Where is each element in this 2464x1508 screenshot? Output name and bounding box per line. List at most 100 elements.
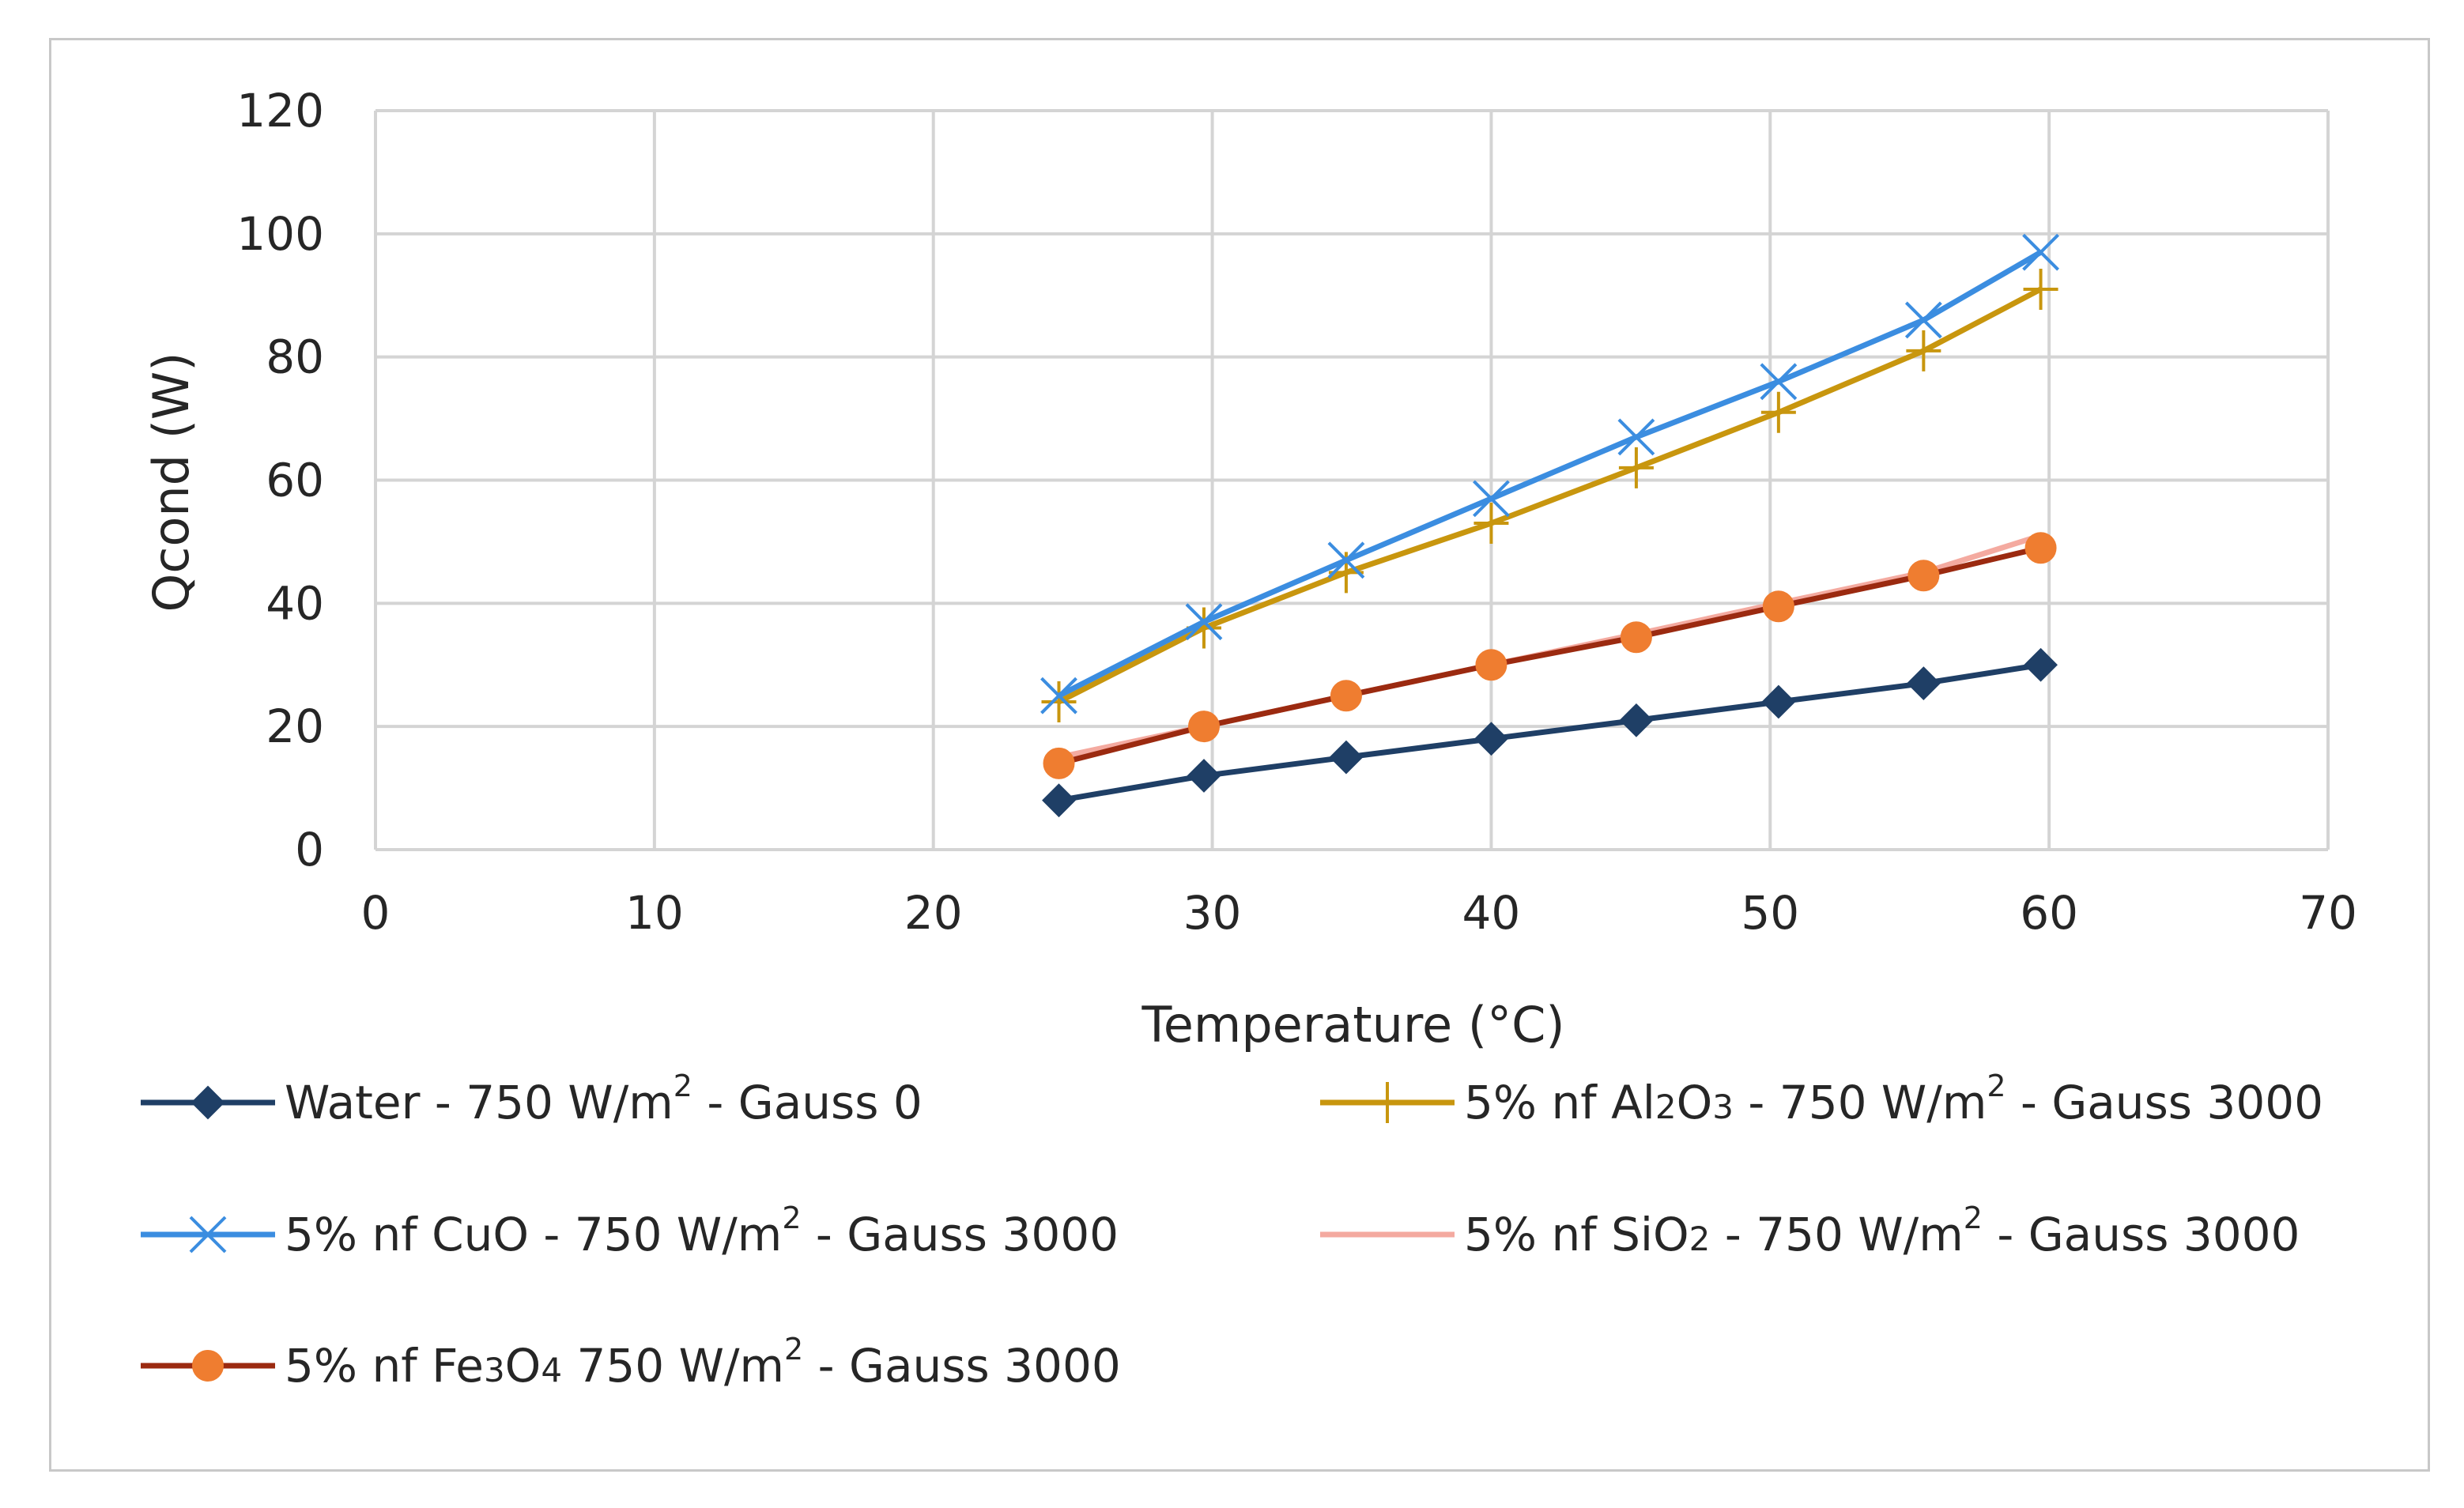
series-line (1057, 286, 2043, 705)
legend-text-part: 2 (1689, 1220, 1711, 1258)
x-tick-label: 0 (361, 886, 391, 940)
data-point (1904, 301, 1942, 339)
legend-text-part: 3 (1712, 1088, 1734, 1126)
x-tick-label: 40 (1462, 886, 1521, 940)
legend-item: 5% nf Al2O3 - 750 W/m2 - Gauss 3000 (1320, 1069, 2323, 1129)
legend-label: 5% nf CuO - 750 W/m2 - Gauss 3000 (285, 1201, 1119, 1261)
legend-text-part: 2 (1655, 1088, 1677, 1126)
y-tick-label: 80 (266, 330, 324, 384)
series-3 (1040, 233, 2059, 714)
series-line (1058, 662, 2042, 804)
data-point (1618, 447, 1654, 488)
legend-label: Water - 750 W/m2 - Gauss 0 (285, 1069, 923, 1129)
legend-text-part: 3 (484, 1351, 505, 1389)
data-point (2022, 233, 2059, 271)
legend-text-part: - 750 W/m (1734, 1076, 1987, 1129)
x-tick-label: 60 (2020, 886, 2078, 940)
legend-swatch-marker (189, 1216, 227, 1254)
series-2 (1041, 268, 2058, 722)
legend-swatch-marker (191, 1085, 225, 1120)
series (1040, 233, 2059, 818)
legend-text-part: 2 (674, 1069, 692, 1103)
series-line (1057, 250, 2043, 699)
legend-text-part: 2 (1964, 1201, 1983, 1235)
y-tick-label: 120 (236, 84, 324, 138)
legend-text-part: 2 (1987, 1069, 2006, 1103)
data-point (1907, 560, 1940, 592)
y-tick-label: 40 (266, 576, 324, 630)
x-axis-title: Temperature (°C) (1141, 996, 1564, 1054)
data-point (1042, 783, 1076, 818)
legend-text-part: 5% nf Fe (285, 1339, 484, 1393)
legend-text-part: 2 (784, 1332, 803, 1367)
grid (374, 109, 2330, 851)
legend-text-part: 5% nf Si (1464, 1208, 1653, 1261)
data-point (1330, 680, 1362, 712)
data-point (1473, 503, 1509, 545)
series-1 (1042, 647, 2058, 818)
legend-text-part: - Gauss 3000 (803, 1339, 1121, 1393)
data-point (1760, 391, 1796, 433)
x-tick-label: 70 (2299, 886, 2357, 940)
x-tick-label: 20 (904, 886, 963, 940)
legend: Water - 750 W/m2 - Gauss 0 5% nf Al2O3 - … (141, 1069, 2323, 1393)
legend-text-part: Water - 750 W/m (285, 1076, 674, 1129)
legend-text-part: - Gauss 3000 (802, 1208, 1119, 1261)
y-tick-label: 20 (266, 699, 324, 753)
data-point (1475, 649, 1507, 681)
data-point (2024, 647, 2058, 682)
legend-text-part: O (1677, 1076, 1713, 1129)
data-point (1762, 590, 1794, 623)
legend-label: 5% nf SiO2 - 750 W/m2 - Gauss 3000 (1464, 1201, 2300, 1261)
legend-text-part: - Gauss 3000 (1983, 1208, 2300, 1261)
legend-item: 5% nf Fe3O4 750 W/m2 - Gauss 3000 (141, 1332, 1121, 1393)
data-point (1043, 747, 1075, 779)
legend-text-part: - Gauss 0 (692, 1076, 923, 1129)
data-point (1041, 681, 1077, 722)
data-point (1329, 740, 1364, 775)
legend-text-part: O (1653, 1208, 1689, 1261)
data-point (1906, 666, 1941, 701)
legend-text-part: - 750 W/m (1710, 1208, 1963, 1261)
legend-label: 5% nf Fe3O4 750 W/m2 - Gauss 3000 (285, 1332, 1121, 1393)
data-point (1760, 363, 1798, 401)
data-point (1620, 621, 1652, 654)
data-point (1187, 759, 1221, 793)
legend-text-part: 4 (541, 1351, 562, 1389)
y-tick-label: 60 (266, 454, 324, 507)
legend-item: 5% nf CuO - 750 W/m2 - Gauss 3000 (141, 1201, 1119, 1261)
series-line (1058, 545, 2042, 767)
data-point (1473, 480, 1510, 518)
legend-label: 5% nf Al2O3 - 750 W/m2 - Gauss 3000 (1464, 1069, 2323, 1129)
y-tick-label: 100 (236, 207, 324, 261)
series-5 (1043, 532, 2057, 779)
legend-swatch-marker (1370, 1082, 1405, 1123)
data-point (2024, 532, 2057, 564)
data-point (1040, 677, 1077, 714)
x-tick-label: 30 (1183, 886, 1242, 940)
x-tick-label: 10 (625, 886, 684, 940)
legend-swatch-marker (192, 1350, 224, 1382)
y-tick-label: 0 (295, 823, 324, 877)
data-point (1761, 684, 1796, 719)
legend-item: Water - 750 W/m2 - Gauss 0 (141, 1069, 923, 1129)
y-axis-title: Qcond (W) (142, 352, 200, 613)
data-point (1619, 703, 1654, 737)
chart-frame (49, 38, 2430, 1472)
legend-item: 5% nf SiO2 - 750 W/m2 - Gauss 3000 (1320, 1201, 2300, 1261)
axis-ticks: 0 10 20 30 40 50 60 70 0 20 40 60 80 100 120 (236, 84, 2357, 940)
data-point (2023, 268, 2058, 310)
data-point (1187, 711, 1220, 743)
data-point (1617, 418, 1655, 456)
legend-text-part: 2 (782, 1201, 801, 1235)
data-point (1906, 330, 1941, 371)
x-tick-label: 50 (1741, 886, 1799, 940)
data-point (1327, 541, 1365, 579)
legend-text-part: O (505, 1339, 541, 1393)
data-point (1474, 722, 1508, 756)
legend-text-part: 5% nf Al (1464, 1076, 1655, 1129)
legend-text-part: - Gauss 3000 (2006, 1076, 2324, 1129)
data-point (1185, 603, 1223, 641)
legend-text-part: 750 W/m (562, 1339, 784, 1393)
